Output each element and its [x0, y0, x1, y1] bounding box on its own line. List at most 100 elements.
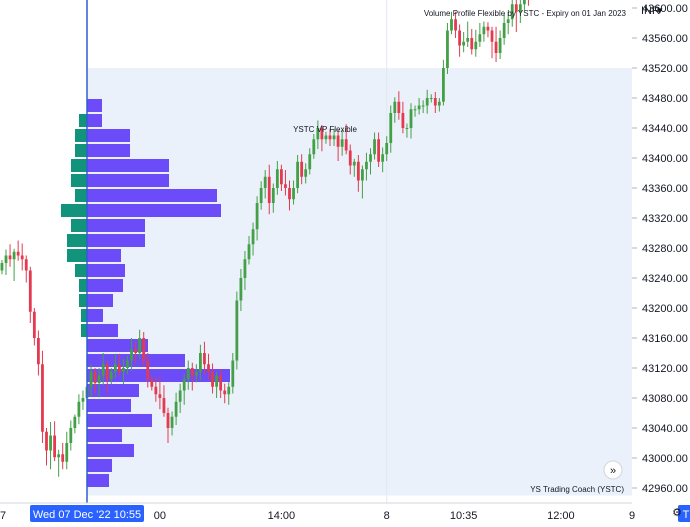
candle[interactable] — [53, 421, 56, 461]
candle[interactable] — [69, 420, 73, 451]
candle[interactable] — [32, 308, 36, 346]
candle[interactable] — [401, 101, 405, 134]
candle[interactable] — [494, 26, 498, 62]
candle[interactable] — [259, 181, 263, 210]
candle[interactable] — [186, 360, 190, 390]
candle[interactable] — [126, 356, 129, 374]
candle[interactable] — [251, 222, 255, 256]
candle[interactable] — [470, 29, 474, 55]
candle[interactable] — [458, 24, 461, 57]
candle[interactable] — [340, 130, 344, 156]
currency-selector[interactable]: INR ▾ — [641, 5, 663, 17]
candle[interactable] — [373, 132, 376, 160]
candle[interactable] — [409, 103, 413, 139]
candle[interactable] — [332, 128, 336, 146]
candle[interactable] — [77, 394, 81, 425]
candle[interactable] — [454, 11, 457, 38]
candle[interactable] — [255, 196, 259, 241]
candle[interactable] — [239, 269, 243, 311]
candle[interactable] — [385, 136, 389, 161]
candle[interactable] — [146, 353, 150, 388]
candle[interactable] — [324, 131, 328, 144]
candle[interactable] — [369, 148, 372, 175]
candle[interactable] — [442, 59, 445, 106]
candle[interactable] — [24, 255, 28, 283]
candle[interactable] — [16, 240, 20, 261]
candle[interactable] — [486, 22, 490, 38]
candle[interactable] — [28, 266, 32, 323]
candle[interactable] — [506, 11, 510, 35]
candle[interactable] — [158, 377, 162, 410]
candle[interactable] — [498, 30, 502, 60]
gear-icon[interactable]: ⚙ — [672, 507, 682, 519]
candle[interactable] — [235, 291, 239, 370]
candle[interactable] — [446, 23, 449, 74]
candle[interactable] — [122, 359, 125, 385]
candle[interactable] — [482, 21, 486, 42]
time-axis[interactable]: 7 00 14:00 8 10:35 12:00 9 Wed 07 Dec '22 10:55… — [0, 502, 690, 522]
candle[interactable] — [243, 251, 247, 290]
candle[interactable] — [425, 89, 429, 114]
candle[interactable] — [0, 260, 4, 275]
candle[interactable] — [65, 431, 69, 470]
candle[interactable] — [93, 368, 97, 394]
candle[interactable] — [429, 94, 433, 103]
candle[interactable] — [328, 128, 332, 146]
candle[interactable] — [20, 243, 24, 271]
candle[interactable] — [170, 411, 174, 436]
candle[interactable] — [41, 350, 44, 443]
candle[interactable] — [182, 374, 186, 405]
double-chevron-icon[interactable]: » — [610, 465, 616, 477]
price-axis[interactable]: 42960.00 43000.00 43040.00 43080.00 43120.00… — [632, 0, 690, 522]
candle[interactable] — [89, 364, 93, 397]
currency-caret-icon[interactable]: ▾ — [657, 5, 663, 17]
candle[interactable] — [466, 21, 470, 48]
candle[interactable] — [223, 383, 227, 404]
candle[interactable] — [312, 134, 316, 159]
candle[interactable] — [421, 100, 425, 113]
candle[interactable] — [194, 364, 198, 383]
candle[interactable] — [518, 0, 522, 23]
candle[interactable] — [336, 129, 340, 162]
candle[interactable] — [462, 32, 466, 53]
candle[interactable] — [352, 158, 356, 177]
candle[interactable] — [174, 392, 178, 425]
candle[interactable] — [154, 378, 158, 402]
candle[interactable] — [130, 338, 133, 371]
candle[interactable] — [37, 330, 40, 376]
candle[interactable] — [166, 407, 170, 443]
candle[interactable] — [397, 91, 401, 120]
currency-label[interactable]: INR — [641, 5, 660, 17]
candle[interactable] — [73, 414, 77, 434]
candle[interactable] — [142, 332, 146, 366]
candle[interactable] — [478, 23, 482, 47]
candle[interactable] — [150, 375, 154, 391]
candle[interactable] — [190, 362, 194, 391]
candle[interactable] — [101, 353, 105, 386]
candle[interactable] — [199, 344, 202, 380]
candle[interactable] — [45, 428, 48, 466]
candle[interactable] — [348, 144, 352, 175]
candle[interactable] — [162, 385, 166, 417]
candle[interactable] — [381, 147, 385, 173]
candle[interactable] — [490, 26, 494, 59]
candle[interactable] — [437, 98, 441, 112]
candle[interactable] — [523, 0, 526, 11]
candle[interactable] — [433, 92, 437, 113]
scroll-to-realtime-button[interactable]: » — [603, 460, 623, 480]
candle[interactable] — [178, 383, 182, 413]
candle[interactable] — [361, 165, 364, 199]
candle[interactable] — [502, 14, 506, 45]
candle[interactable] — [118, 353, 121, 376]
candle[interactable] — [207, 353, 210, 380]
candle[interactable] — [316, 120, 320, 150]
candle[interactable] — [61, 443, 65, 470]
candle[interactable] — [514, 0, 518, 32]
candle[interactable] — [296, 155, 299, 194]
candle[interactable] — [320, 125, 324, 152]
candle[interactable] — [405, 123, 409, 138]
candle[interactable] — [389, 105, 393, 153]
candle[interactable] — [203, 341, 206, 375]
range-end-flag[interactable]: Thu 08 Dec '22 14:10 — [678, 505, 690, 522]
